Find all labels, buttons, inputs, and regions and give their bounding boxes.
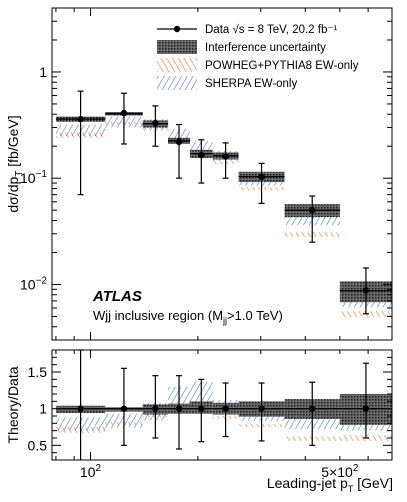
data-point-1 xyxy=(120,405,128,412)
data-point-4 xyxy=(198,151,205,159)
x-axis-label-unit: [GeV] xyxy=(353,475,393,491)
data-point-0 xyxy=(77,115,84,123)
main-data-points xyxy=(77,90,370,315)
y-tick-label-2: 1 xyxy=(39,64,47,80)
data-point-7 xyxy=(309,206,316,214)
data-point-7 xyxy=(309,405,316,412)
ratio-y-axis-label: Theory/Data xyxy=(5,366,21,443)
data-point-8 xyxy=(362,287,370,294)
region-suffix: >1.0 TeV) xyxy=(227,308,283,323)
legend-label-2: POWHEG+PYTHIA8 EW-only xyxy=(205,60,359,72)
data-point-6 xyxy=(258,173,265,181)
data-point-2 xyxy=(152,119,159,127)
data-point-3 xyxy=(175,138,183,146)
data-point-5 xyxy=(222,153,229,160)
y-tick-label-1: 10−1 xyxy=(20,169,47,186)
main-frame xyxy=(51,7,393,341)
region-prefix: Wjj inclusive region (M xyxy=(93,308,224,323)
legend-swatch-2 xyxy=(157,58,197,72)
legend: Data √s = 8 TeV, 20.2 fb⁻¹ Interference u… xyxy=(157,23,359,90)
y-tick-label-0: 10−2 xyxy=(20,275,47,292)
atlas-label: ATLAS xyxy=(93,288,142,305)
ratio-y-tick-label-0: 0.5 xyxy=(28,437,48,453)
legend-swatch-3 xyxy=(157,76,197,90)
region-sub: jj xyxy=(223,315,228,326)
data-point-3 xyxy=(175,405,183,412)
legend-label-0: Data √s = 8 TeV, 20.2 fb⁻¹ xyxy=(205,23,337,36)
main-panel: 10−2 10−1 1 dσ/dpT [fb/GeV] xyxy=(5,7,393,341)
legend-label-1: Interference uncertainty xyxy=(205,42,326,54)
data-point-4 xyxy=(198,405,205,412)
data-point-5 xyxy=(222,405,229,412)
data-point-2 xyxy=(152,405,159,412)
data-point-8 xyxy=(362,405,370,412)
ratio-y-tick-label-1: 1 xyxy=(39,401,47,417)
data-point-1 xyxy=(120,109,128,117)
data-point-0 xyxy=(77,405,84,412)
x-axis-label: Leading-jet pT [GeV] xyxy=(267,476,393,494)
x-axis-label-sub: T xyxy=(347,483,354,494)
x-axis-label-main: Leading-jet p xyxy=(266,475,348,491)
data-point-6 xyxy=(258,405,265,412)
ratio-panel: 0.5 1 1.5 Theory/Data 102 5×102 xyxy=(5,349,393,480)
legend-marker-point xyxy=(173,25,181,33)
y-axis-label: dσ/dpT [fb/GeV] xyxy=(5,115,25,212)
x-tick-label-0: 102 xyxy=(80,463,102,480)
legend-swatch-1 xyxy=(157,40,197,54)
x-tick-label-1: 5×102 xyxy=(321,463,359,480)
ratio-frame xyxy=(51,349,393,461)
region-label: Wjj inclusive region (Mjj>1.0 TeV) xyxy=(93,309,283,326)
legend-label-3: SHERPA EW-only xyxy=(205,78,297,90)
ratio-y-tick-label-2: 1.5 xyxy=(28,364,48,380)
